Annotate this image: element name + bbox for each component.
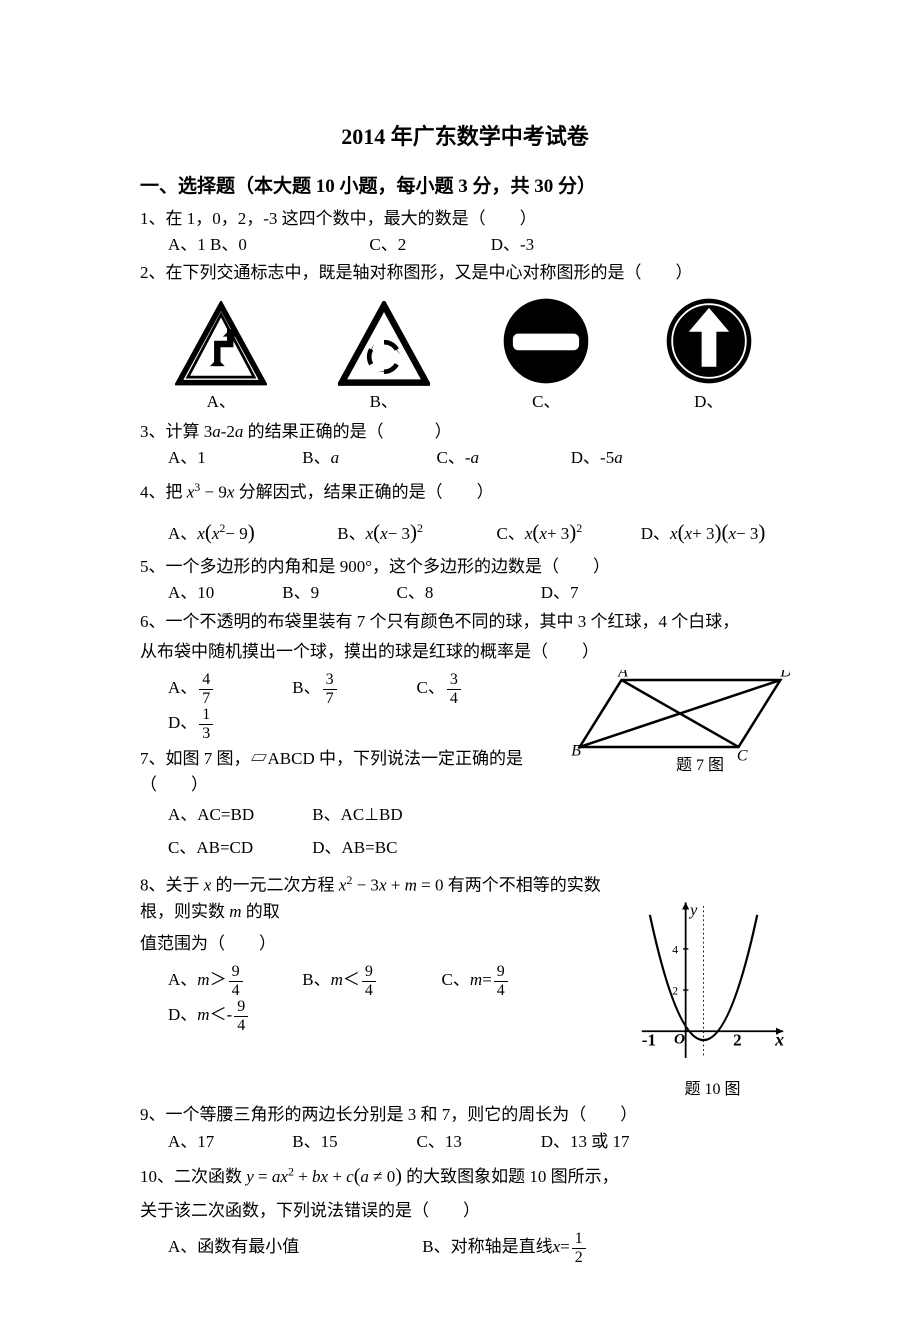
q9-opt-a: A、17 <box>168 1129 288 1155</box>
svg-text:D: D <box>779 670 790 681</box>
q10-stem: 10、二次函数 y = ax2 + bx + c(a ≠ 0) 的大致图象如题 … <box>140 1161 790 1192</box>
q9-opt-c: C、13 <box>417 1129 537 1155</box>
q6-stem2: 从布袋中随机摸出一个球，摸出的球是红球的概率是（ ） <box>140 639 790 665</box>
question-9: 9、一个等腰三角形的两边长分别是 3 和 7，则它的周长为（ ） A、17 B、… <box>140 1040 790 1156</box>
question-3: 3、计算 3a-2a 的结果正确的是（ ） A、1 B、a C、-a D、-5a <box>140 419 790 472</box>
q7-opt-d: D、AB=BC <box>312 835 397 861</box>
q9-options: A、17 B、15 C、13 D、13 或 17 <box>168 1129 790 1155</box>
q1-opt-c: C、2 <box>369 232 406 258</box>
q5-opt-c: C、8 <box>397 580 537 606</box>
q2-labels: A、 B、 C、 D、 <box>140 389 790 415</box>
question-7: 7、如图 7 图，▱ABCD 中，下列说法一定正确的是（ ） A、AC=BD B… <box>140 746 790 861</box>
question-8: y x O -1 2 4 2 题 10 图 8、关于 x 的一元二次方程 x2 … <box>140 871 790 1034</box>
q7-opt-c: C、AB=CD <box>168 835 308 861</box>
question-1: 1、在 1，0，2，-3 这四个数中，最大的数是（ ） A、1 B、0 C、2 … <box>140 206 790 259</box>
q5-opt-a: A、10 <box>168 580 278 606</box>
question-2: 2、在下列交通标志中，既是轴对称图形，又是中心对称图形的是（ ） <box>140 260 790 415</box>
q2-opt-d: D、 <box>663 389 755 415</box>
q5-options: A、10 B、9 C、8 D、7 <box>168 580 790 606</box>
section-1-head: 一、选择题（本大题 10 小题，每小题 3 分，共 30 分） <box>140 172 790 201</box>
svg-text:y: y <box>688 902 698 919</box>
question-5: 5、一个多边形的内角和是 900°，这个多边形的边数是（ ） A、10 B、9 … <box>140 554 790 607</box>
q8-opt-c: C、m=94 <box>442 964 577 999</box>
page-title: 2014 年广东数学中考试卷 <box>140 120 790 154</box>
q10-opt-b: B、对称轴是直线 x=12 <box>422 1231 587 1266</box>
q3-options: A、1 B、a C、-a D、-5a <box>168 445 790 471</box>
traffic-sign-D-icon <box>663 295 755 387</box>
svg-text:4: 4 <box>672 943 678 956</box>
q4-opt-b: B、x(x − 3)2 <box>337 516 492 549</box>
q4-opt-d: D、x(x + 3)(x − 3) <box>641 516 766 549</box>
q7-stem: 7、如图 7 图，▱ABCD 中，下列说法一定正确的是（ ） <box>140 746 790 799</box>
q6-opt-c: C、34 <box>417 672 527 707</box>
q4-opt-a: A、x(x2 − 9) <box>168 516 333 549</box>
q10-options: A、函数有最小值 B、对称轴是直线 x=12 <box>168 1231 790 1266</box>
question-6: 6、一个不透明的布袋里装有 7 个只有颜色不同的球，其中 3 个红球，4 个白球… <box>140 609 790 742</box>
svg-text:A: A <box>617 670 628 681</box>
traffic-sign-C-icon <box>500 295 592 387</box>
q3-opt-b: B、a <box>302 445 432 471</box>
q5-opt-b: B、9 <box>282 580 392 606</box>
q6-opt-d: D、13 <box>168 707 215 742</box>
question-4: 4、把 x3 − 9x 分解因式，结果正确的是（ ） A、x(x2 − 9) B… <box>140 478 790 549</box>
q10-stem2: 关于该二次函数，下列说法错误的是（ ） <box>140 1198 790 1224</box>
q5-stem: 5、一个多边形的内角和是 900°，这个多边形的边数是（ ） <box>140 554 790 580</box>
q4-stem: 4、把 x3 − 9x 分解因式，结果正确的是（ ） <box>140 478 790 506</box>
q3-stem: 3、计算 3a-2a 的结果正确的是（ ） <box>140 419 790 445</box>
q4-options: A、x(x2 − 9) B、x(x − 3)2 C、x(x + 3)2 D、x(… <box>168 516 790 549</box>
q1-stem: 1、在 1，0，2，-3 这四个数中，最大的数是（ ） <box>140 206 790 232</box>
q6-opt-a: A、47 <box>168 672 288 707</box>
q4-opt-c: C、x(x + 3)2 <box>497 516 637 549</box>
q1-opt-a: A、1 <box>168 232 206 258</box>
q3-opt-a: A、1 <box>168 445 298 471</box>
q7-opt-b: B、AC⊥BD <box>312 802 402 828</box>
q6-opt-b: B、37 <box>292 672 412 707</box>
q1-opt-b: B、0 <box>210 232 247 258</box>
q9-stem: 9、一个等腰三角形的两边长分别是 3 和 7，则它的周长为（ ） <box>140 1040 790 1129</box>
q7-options-row2: C、AB=CD D、AB=BC <box>168 835 790 861</box>
q5-opt-d: D、7 <box>541 580 579 606</box>
q7-opt-a: A、AC=BD <box>168 802 308 828</box>
q10-opt-a: A、函数有最小值 <box>168 1234 418 1260</box>
q2-opt-c: C、 <box>500 389 592 415</box>
traffic-sign-A-icon <box>175 301 267 387</box>
q2-opt-a: A、 <box>175 389 267 415</box>
q6-stem1: 6、一个不透明的布袋里装有 7 个只有颜色不同的球，其中 3 个红球，4 个白球… <box>140 609 790 635</box>
q9-opt-d: D、13 或 17 <box>541 1129 630 1155</box>
q3-opt-c: C、-a <box>437 445 567 471</box>
q1-opt-d: D、-3 <box>491 232 534 258</box>
q8-opt-b: B、m＜94 <box>302 964 437 999</box>
q8-opt-a: A、m＞94 <box>168 964 298 999</box>
q2-stem: 2、在下列交通标志中，既是轴对称图形，又是中心对称图形的是（ ） <box>140 260 790 286</box>
q8-opt-d: D、m＜-94 <box>168 999 250 1034</box>
traffic-sign-B-icon <box>338 301 430 387</box>
q3-opt-d: D、-5a <box>571 445 623 471</box>
q9-opt-b: B、15 <box>292 1129 412 1155</box>
q1-options: A、1 B、0 C、2 D、-3 <box>168 232 790 258</box>
question-10: 10、二次函数 y = ax2 + bx + c(a ≠ 0) 的大致图象如题 … <box>140 1161 790 1265</box>
q2-opt-b: B、 <box>338 389 430 415</box>
q2-figures <box>140 295 790 387</box>
q7-options-row1: A、AC=BD B、AC⊥BD <box>168 802 790 828</box>
svg-text:2: 2 <box>672 984 678 997</box>
